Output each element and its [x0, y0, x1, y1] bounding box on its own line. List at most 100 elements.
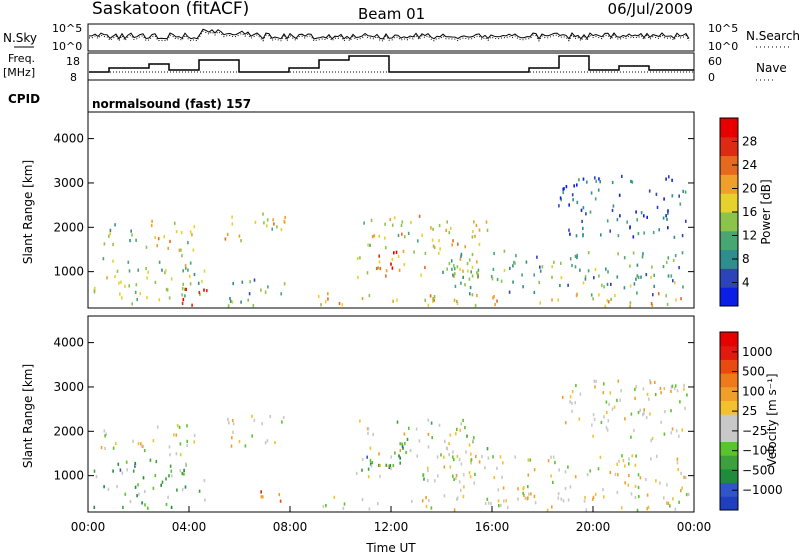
echo-cell — [191, 303, 193, 307]
echo-cell — [576, 200, 579, 204]
echo-cell — [476, 271, 478, 275]
echo-cell — [683, 387, 685, 391]
echo-cell — [647, 505, 650, 509]
echo-cell — [121, 471, 124, 475]
echo-cell — [466, 434, 468, 438]
echo-cell — [562, 499, 565, 503]
echo-cell — [478, 228, 481, 232]
y-tick-label: 4000 — [53, 336, 84, 350]
echo-cell — [176, 488, 178, 492]
echo-cell — [492, 296, 494, 300]
freq-label-1: Freq. — [8, 52, 35, 65]
echo-cell — [579, 392, 582, 396]
echo-cell — [166, 288, 169, 292]
echo-cell — [416, 454, 418, 458]
echo-cell — [534, 501, 537, 505]
echo-cell — [613, 405, 616, 409]
echo-cell — [460, 254, 462, 258]
x-tick-label: 12:00 — [374, 520, 409, 534]
echo-cell — [660, 391, 662, 395]
echo-cell — [683, 383, 685, 387]
echo-cell — [369, 446, 372, 450]
echo-cell — [576, 253, 578, 257]
y-tick-label: 1000 — [53, 469, 84, 483]
echo-cell — [635, 385, 637, 389]
echo-cell — [620, 389, 622, 393]
echo-cell — [366, 271, 369, 275]
echo-cell — [468, 277, 471, 281]
echo-cell — [675, 298, 677, 302]
echo-cell — [401, 220, 404, 224]
echo-cell — [630, 412, 633, 416]
echo-cell — [595, 379, 597, 384]
echo-cell — [670, 274, 673, 278]
echo-cell — [125, 460, 128, 464]
echo-cell — [238, 234, 241, 238]
echo-cell — [650, 457, 652, 461]
echo-cell — [606, 282, 609, 286]
echo-cell — [634, 463, 637, 467]
echo-cell — [499, 455, 502, 459]
echo-cell — [652, 293, 654, 297]
echo-cell — [593, 417, 596, 421]
echo-cell — [460, 252, 463, 256]
colorbar-segment — [720, 400, 738, 415]
echo-cell — [579, 268, 581, 272]
echo-cell — [280, 228, 283, 232]
echo-cell — [551, 505, 553, 509]
echo-cell — [599, 180, 601, 184]
echo-cell — [452, 474, 454, 478]
echo-cell — [147, 506, 149, 510]
echo-cell — [197, 281, 200, 285]
echo-cell — [170, 505, 173, 509]
echo-cell — [183, 468, 185, 472]
echo-cell — [402, 446, 404, 450]
echo-cell — [193, 433, 196, 438]
echo-cell — [187, 268, 189, 272]
echo-cell — [574, 401, 576, 405]
echo-cell — [283, 220, 286, 224]
echo-cell — [456, 301, 459, 306]
echo-cell — [425, 496, 427, 500]
echo-cell — [181, 254, 183, 258]
colorbar-tick-label: 100 — [742, 384, 765, 398]
cpid-text: normalsound (fast) 157 — [92, 97, 251, 111]
echo-cell — [684, 406, 686, 410]
echo-cell — [522, 285, 524, 289]
echo-cell — [485, 220, 488, 224]
echo-cell — [662, 216, 665, 220]
echo-cell — [512, 280, 514, 284]
echo-cell — [551, 298, 553, 302]
echo-cell — [663, 197, 665, 201]
echo-cell — [642, 387, 645, 391]
echo-cell — [642, 252, 644, 256]
echo-cell — [584, 275, 587, 279]
echo-cell — [490, 275, 493, 279]
echo-cell — [282, 415, 285, 420]
echo-cell — [401, 442, 403, 446]
nsky-tick-top: 10^5 — [52, 22, 82, 35]
echo-cell — [156, 425, 159, 429]
echo-cell — [390, 455, 392, 459]
echo-cell — [427, 479, 429, 483]
echo-cell — [651, 265, 653, 269]
echo-cell — [232, 282, 234, 286]
echo-cell — [392, 299, 394, 303]
echo-cell — [367, 243, 369, 247]
colorbar-segment — [720, 386, 738, 401]
echo-cell — [654, 380, 656, 384]
echo-cell — [437, 251, 440, 255]
echo-cell — [182, 298, 185, 302]
echo-cell — [384, 236, 386, 240]
x-tick-label: 00:00 — [677, 520, 712, 534]
echo-cell — [453, 267, 456, 271]
echo-cell — [585, 212, 587, 216]
echo-cell — [652, 230, 655, 235]
echo-cell — [618, 193, 621, 197]
echo-cell — [446, 267, 448, 271]
echo-cell — [679, 400, 681, 404]
echo-cell — [152, 486, 155, 490]
echo-cell — [612, 204, 615, 208]
echo-cell — [650, 275, 652, 280]
echo-cell — [621, 454, 623, 458]
